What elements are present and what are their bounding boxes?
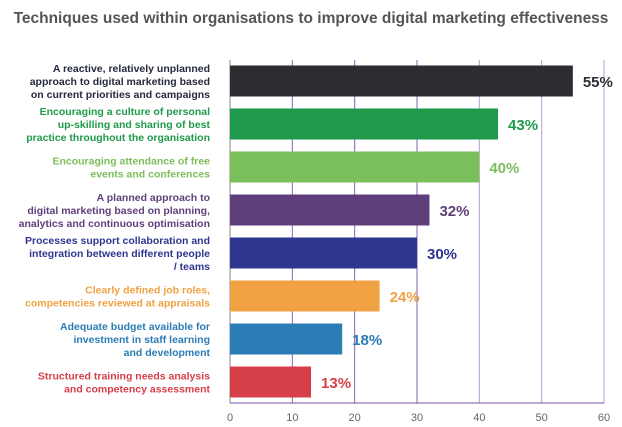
x-tick-label: 0 <box>227 412 233 424</box>
category-label: Structured training needs analysis <box>38 371 210 383</box>
category-label: competencies reviewed at appraisals <box>25 298 210 310</box>
bar <box>230 194 430 226</box>
x-tick-label: 50 <box>536 412 548 424</box>
category-label: Processes support collaboration and <box>25 235 210 247</box>
category-label: investment in staff learning <box>73 334 210 346</box>
value-label: 55% <box>583 74 613 91</box>
bar <box>230 65 573 97</box>
x-tick-label: 60 <box>598 412 610 424</box>
value-label: 24% <box>390 289 420 306</box>
bar <box>230 151 480 183</box>
category-label: up-skilling and sharing of best <box>58 119 211 131</box>
category-label: events and conferences <box>90 169 210 181</box>
category-label: digital marketing based on planning, <box>27 205 210 217</box>
bar <box>230 366 312 398</box>
category-label: Clearly defined job roles, <box>85 285 210 297</box>
value-label: 43% <box>508 117 538 134</box>
value-label: 32% <box>439 203 469 220</box>
value-label: 18% <box>352 332 382 349</box>
category-label: A reactive, relatively unplanned <box>53 63 210 75</box>
value-label: 30% <box>427 246 457 263</box>
value-label: 40% <box>489 160 519 177</box>
x-tick-label: 10 <box>286 412 298 424</box>
category-label: Encouraging attendance of free <box>52 156 210 168</box>
category-label: integration between different people <box>29 248 210 260</box>
category-label: analytics and continuous optimisation <box>19 218 210 230</box>
category-label: on current priorities and campaigns <box>31 89 210 101</box>
bar <box>230 280 380 312</box>
category-label: and development <box>124 347 211 359</box>
bar <box>230 323 343 355</box>
category-label: / teams <box>174 261 210 273</box>
chart-title: Techniques used within organisations to … <box>13 10 609 27</box>
category-label: practice throughout the organisation <box>26 132 210 144</box>
category-label: approach to digital marketing based <box>30 76 210 88</box>
x-tick-label: 30 <box>411 412 423 424</box>
value-label: 13% <box>321 375 351 392</box>
category-label: and competency assessment <box>64 384 210 396</box>
bar <box>230 237 417 269</box>
category-label: Encouraging a culture of personal <box>40 106 210 118</box>
bar <box>230 108 499 140</box>
category-label: A planned approach to <box>97 192 210 204</box>
x-tick-label: 20 <box>349 412 361 424</box>
category-label: Adequate budget available for <box>60 321 210 333</box>
x-tick-label: 40 <box>473 412 485 424</box>
